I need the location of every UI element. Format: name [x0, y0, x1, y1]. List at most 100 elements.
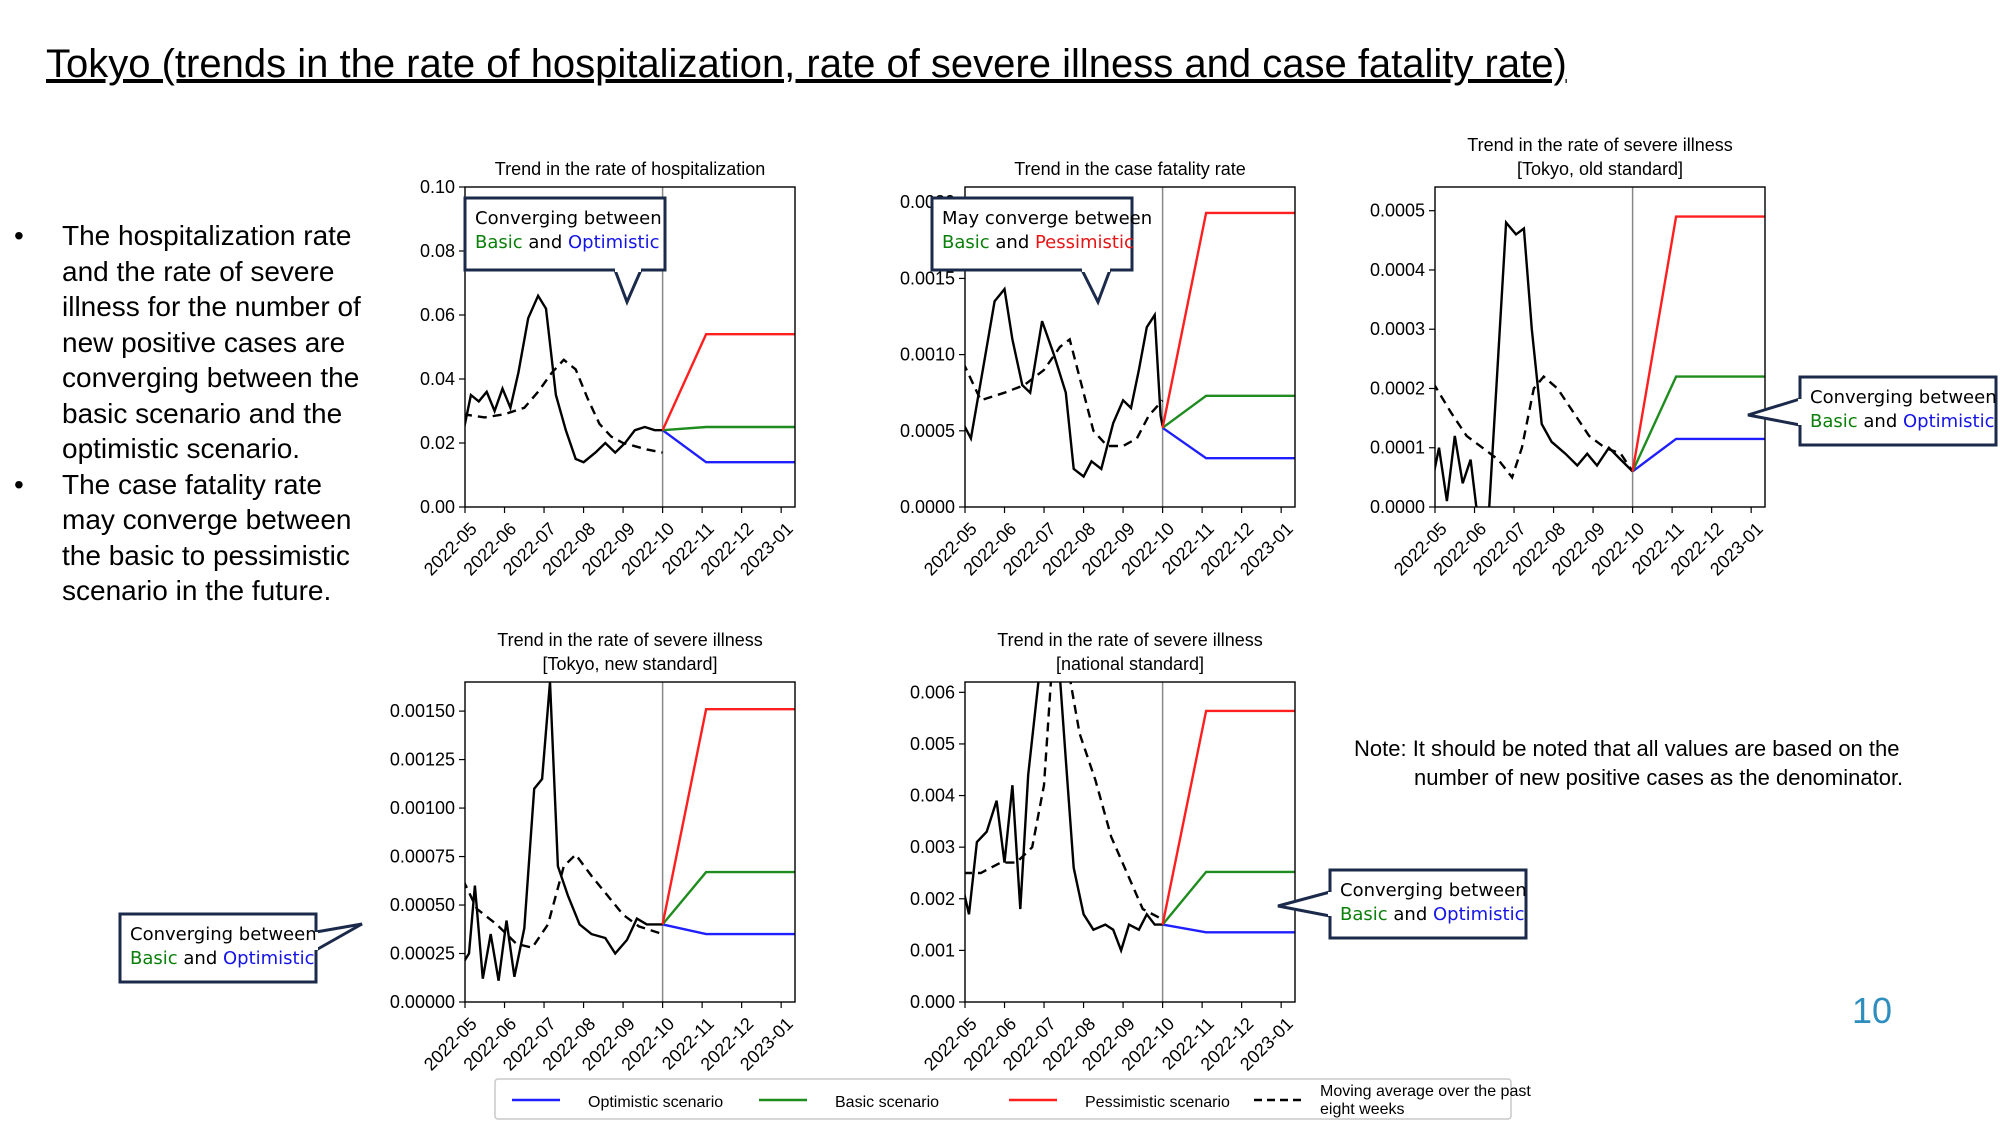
- page-number: 10: [1852, 990, 1893, 1031]
- optimistic-scenario-line: [1631, 437, 1765, 473]
- callout-box: [118, 912, 318, 984]
- y-tick-label: 0.0005: [1370, 201, 1425, 221]
- callout-pointer: [1080, 269, 1112, 306]
- optimistic-scenario-line: [662, 923, 795, 936]
- callout-line-1: Converging between: [1340, 880, 1527, 901]
- callout-and: and: [1858, 411, 1903, 432]
- y-tick-label: 0.00150: [390, 701, 455, 721]
- basic-scenario-line: [661, 870, 795, 926]
- pessimistic-scenario-line: [1161, 709, 1295, 925]
- plot-area: [965, 211, 1295, 479]
- chart-title: Trend in the rate of severe illness: [497, 630, 762, 650]
- y-tick-label: 0.0002: [1370, 378, 1425, 398]
- chart-severe-illness-tokyo-new: Trend in the rate of severe illness [Toky…: [390, 630, 797, 1074]
- y-tick-label: 0.0000: [900, 497, 955, 517]
- slide-title: Tokyo (trends in the rate of hospitaliza…: [46, 42, 1567, 86]
- y-tick-label: 0.00100: [390, 798, 455, 818]
- callout-scenario-b: Optimistic: [1433, 904, 1525, 925]
- callout-scenario-a: Basic: [475, 232, 523, 253]
- legend-label: Moving average over the past: [1320, 1083, 1531, 1100]
- legend-label-line-2: eight weeks: [1320, 1101, 1405, 1118]
- callout-pointer: [315, 922, 363, 952]
- pessimistic-scenario-line: [1631, 215, 1765, 472]
- callout-line-2: Basic and Optimistic: [1340, 904, 1525, 925]
- bullet-item: The case fatality rate may converge betw…: [14, 467, 374, 609]
- optimistic-scenario-line: [661, 429, 795, 464]
- basic-scenario-line: [1161, 870, 1295, 926]
- callout-box: [463, 196, 667, 272]
- y-tick-label: 0.0000: [1370, 497, 1425, 517]
- callout-case-fatality: May converge between Basic and Pessimisti…: [930, 196, 1152, 306]
- note-text: Note: It should be noted that all values…: [1354, 734, 1903, 792]
- y-tick-label: 0.08: [420, 241, 455, 261]
- y-tick-label: 0.0005: [900, 421, 955, 441]
- summary-bullets: The hospitalization rate and the rate of…: [14, 218, 374, 609]
- callout-line-1: Converging between: [130, 924, 317, 945]
- y-tick-label: 0.04: [420, 369, 455, 389]
- basic-scenario-line: [1631, 375, 1765, 472]
- plot-frame: [964, 186, 1296, 508]
- callout-line-2: Basic and Optimistic: [1810, 411, 1995, 432]
- plot-area: [965, 682, 1295, 955]
- y-tick-label: 0.003: [910, 837, 955, 857]
- pessimistic-scenario-line: [661, 708, 795, 925]
- y-tick-label: 0.00000: [390, 992, 455, 1012]
- optimistic-scenario-line: [1162, 923, 1295, 934]
- y-tick-label: 0.004: [910, 786, 955, 806]
- callout-box: [1798, 375, 1998, 447]
- callout-and: and: [178, 948, 223, 969]
- optimistic-scenario-line: [1161, 426, 1295, 460]
- y-tick-label: 0.0015: [900, 268, 955, 288]
- observed-line: [465, 293, 663, 464]
- callout-and: and: [1388, 904, 1433, 925]
- chart-title: Trend in the rate of severe illness: [1467, 135, 1732, 155]
- bullet-item: The hospitalization rate and the rate of…: [14, 218, 374, 467]
- chart-hospitalization-rate: Trend in the rate of hospitalization 0.00…: [420, 159, 797, 579]
- plot-area: [465, 682, 795, 981]
- callout-line-1: Converging between: [1810, 387, 1997, 408]
- callout-line-1: May converge between: [942, 208, 1152, 229]
- observed-line: [465, 682, 663, 981]
- callout-pointer: [1277, 890, 1331, 918]
- callout-scenario-a: Basic: [942, 232, 990, 253]
- callout-pointer: [613, 269, 643, 306]
- legend-frame: [494, 1078, 1512, 1120]
- basic-scenario-line: [1161, 394, 1295, 429]
- y-tick-label: 0.00025: [390, 944, 455, 964]
- y-tick-label: 0.0010: [900, 345, 955, 365]
- plot-frame: [464, 681, 796, 1003]
- observed-line: [965, 682, 1163, 955]
- note-line-2: number of new positive cases as the deno…: [1414, 765, 1904, 790]
- callout-and: and: [990, 232, 1035, 253]
- callout-scenario-b: Optimistic: [1903, 411, 1995, 432]
- chart-title: Trend in the rate of severe illness: [997, 630, 1262, 650]
- y-tick-label: 0.02: [420, 433, 455, 453]
- moving-average-line: [965, 682, 1164, 921]
- callout-line-1: Converging between: [475, 208, 662, 229]
- legend-label: Pessimistic scenario: [1085, 1094, 1230, 1111]
- chart-severe-illness-tokyo-old: Trend in the rate of severe illness [Toky…: [1370, 135, 1767, 579]
- plot-frame: [964, 681, 1296, 1003]
- y-tick-label: 0.0003: [1370, 319, 1425, 339]
- y-tick-label: 0.00125: [390, 750, 455, 770]
- chart-case-fatality-rate: Trend in the case fatality rate 0.0000 0.0…: [900, 159, 1297, 579]
- callout-scenario-a: Basic: [1340, 904, 1388, 925]
- callout-and: and: [523, 232, 568, 253]
- y-tick-label: 0.00050: [390, 895, 455, 915]
- plot-area: [465, 293, 795, 464]
- y-tick-label: 0.10: [420, 177, 455, 197]
- y-tick-label: 0.0001: [1370, 438, 1425, 458]
- callout-line-2: Basic and Pessimistic: [942, 232, 1134, 253]
- plot-frame: [464, 186, 796, 508]
- chart-subtitle: [Tokyo, old standard]: [1517, 159, 1683, 179]
- callout-line-2: Basic and Optimistic: [475, 232, 660, 253]
- callout-national: Converging between Basic and Optimistic: [1277, 868, 1528, 940]
- chart-severe-illness-national: Trend in the rate of severe illness [nati…: [910, 630, 1297, 1074]
- callout-box: [930, 196, 1134, 272]
- legend-label: Optimistic scenario: [588, 1094, 723, 1111]
- moving-average-line: [465, 358, 663, 454]
- y-tick-label: 0.002: [910, 889, 955, 909]
- plot-frame: [1434, 186, 1766, 508]
- y-tick-label: 0.006: [910, 682, 955, 702]
- callout-scenario-a: Basic: [130, 948, 178, 969]
